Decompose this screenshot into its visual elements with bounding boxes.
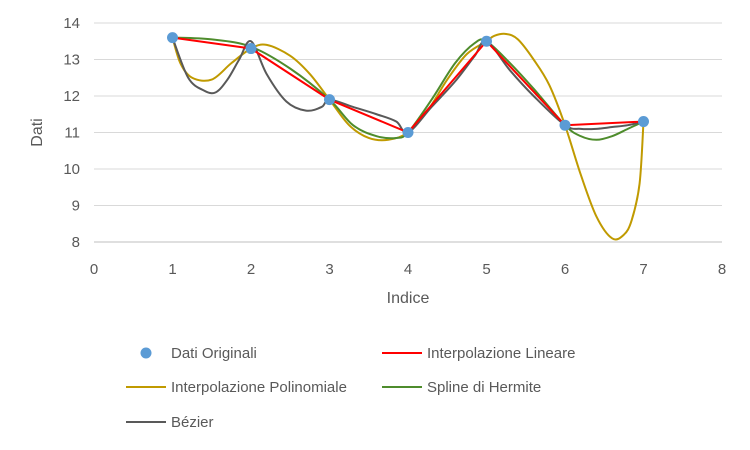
x-tick-label: 1	[168, 261, 176, 278]
y-tick-label: 8	[72, 234, 80, 251]
x-tick-label: 8	[718, 261, 726, 278]
legend-marker	[140, 347, 152, 359]
data-point-marker	[245, 43, 257, 55]
series-line-spline-di-hermite	[172, 36, 644, 141]
data-point-marker	[324, 94, 335, 106]
legend-label: Dati Originali	[171, 345, 257, 362]
series-line-bezier	[171, 37, 644, 134]
y-tick-label: 12	[63, 88, 80, 105]
data-point-marker	[167, 32, 178, 44]
y-tick-label: 9	[72, 198, 80, 215]
x-tick-label: 7	[639, 261, 647, 278]
legend-item-interpolazione-lineare: Interpolazione Lineare	[382, 345, 575, 362]
data-point-marker	[559, 119, 571, 131]
legend-label: Bézier	[171, 414, 214, 431]
x-tick-label: 2	[247, 261, 255, 278]
x-axis-ticks: 0 1 2 3 4 5 6 7 8	[90, 261, 726, 278]
data-point-marker	[638, 116, 649, 128]
x-tick-label: 6	[561, 261, 569, 278]
gridlines	[94, 22, 722, 243]
legend: Dati Originali Interpolazione Lineare Inte…	[126, 345, 575, 431]
legend-label: Interpolazione Polinomiale	[171, 379, 347, 396]
legend-label: Spline di Hermite	[427, 379, 541, 396]
legend-item-spline-di-hermite: Spline di Hermite	[382, 379, 541, 396]
y-tick-label: 14	[63, 15, 80, 32]
legend-item-bezier: Bézier	[126, 414, 214, 431]
x-axis-title: Indice	[387, 290, 430, 307]
y-axis-title: Dati	[29, 118, 46, 146]
series-markers	[167, 32, 649, 138]
data-point-marker	[402, 127, 414, 138]
y-tick-label: 13	[63, 52, 80, 69]
legend-label: Interpolazione Lineare	[427, 345, 575, 362]
x-tick-label: 0	[90, 261, 98, 278]
y-axis-ticks: 8 9 10 11 12 13 14	[63, 15, 80, 251]
x-tick-label: 5	[482, 261, 490, 278]
legend-item-interpolazione-polinomiale: Interpolazione Polinomiale	[126, 379, 347, 396]
x-tick-label: 4	[404, 261, 412, 278]
x-tick-label: 3	[325, 261, 333, 278]
data-point-marker	[481, 35, 492, 47]
y-tick-label: 10	[63, 161, 80, 178]
y-tick-label: 11	[64, 125, 80, 142]
legend-item-dati-originali: Dati Originali	[140, 345, 257, 362]
